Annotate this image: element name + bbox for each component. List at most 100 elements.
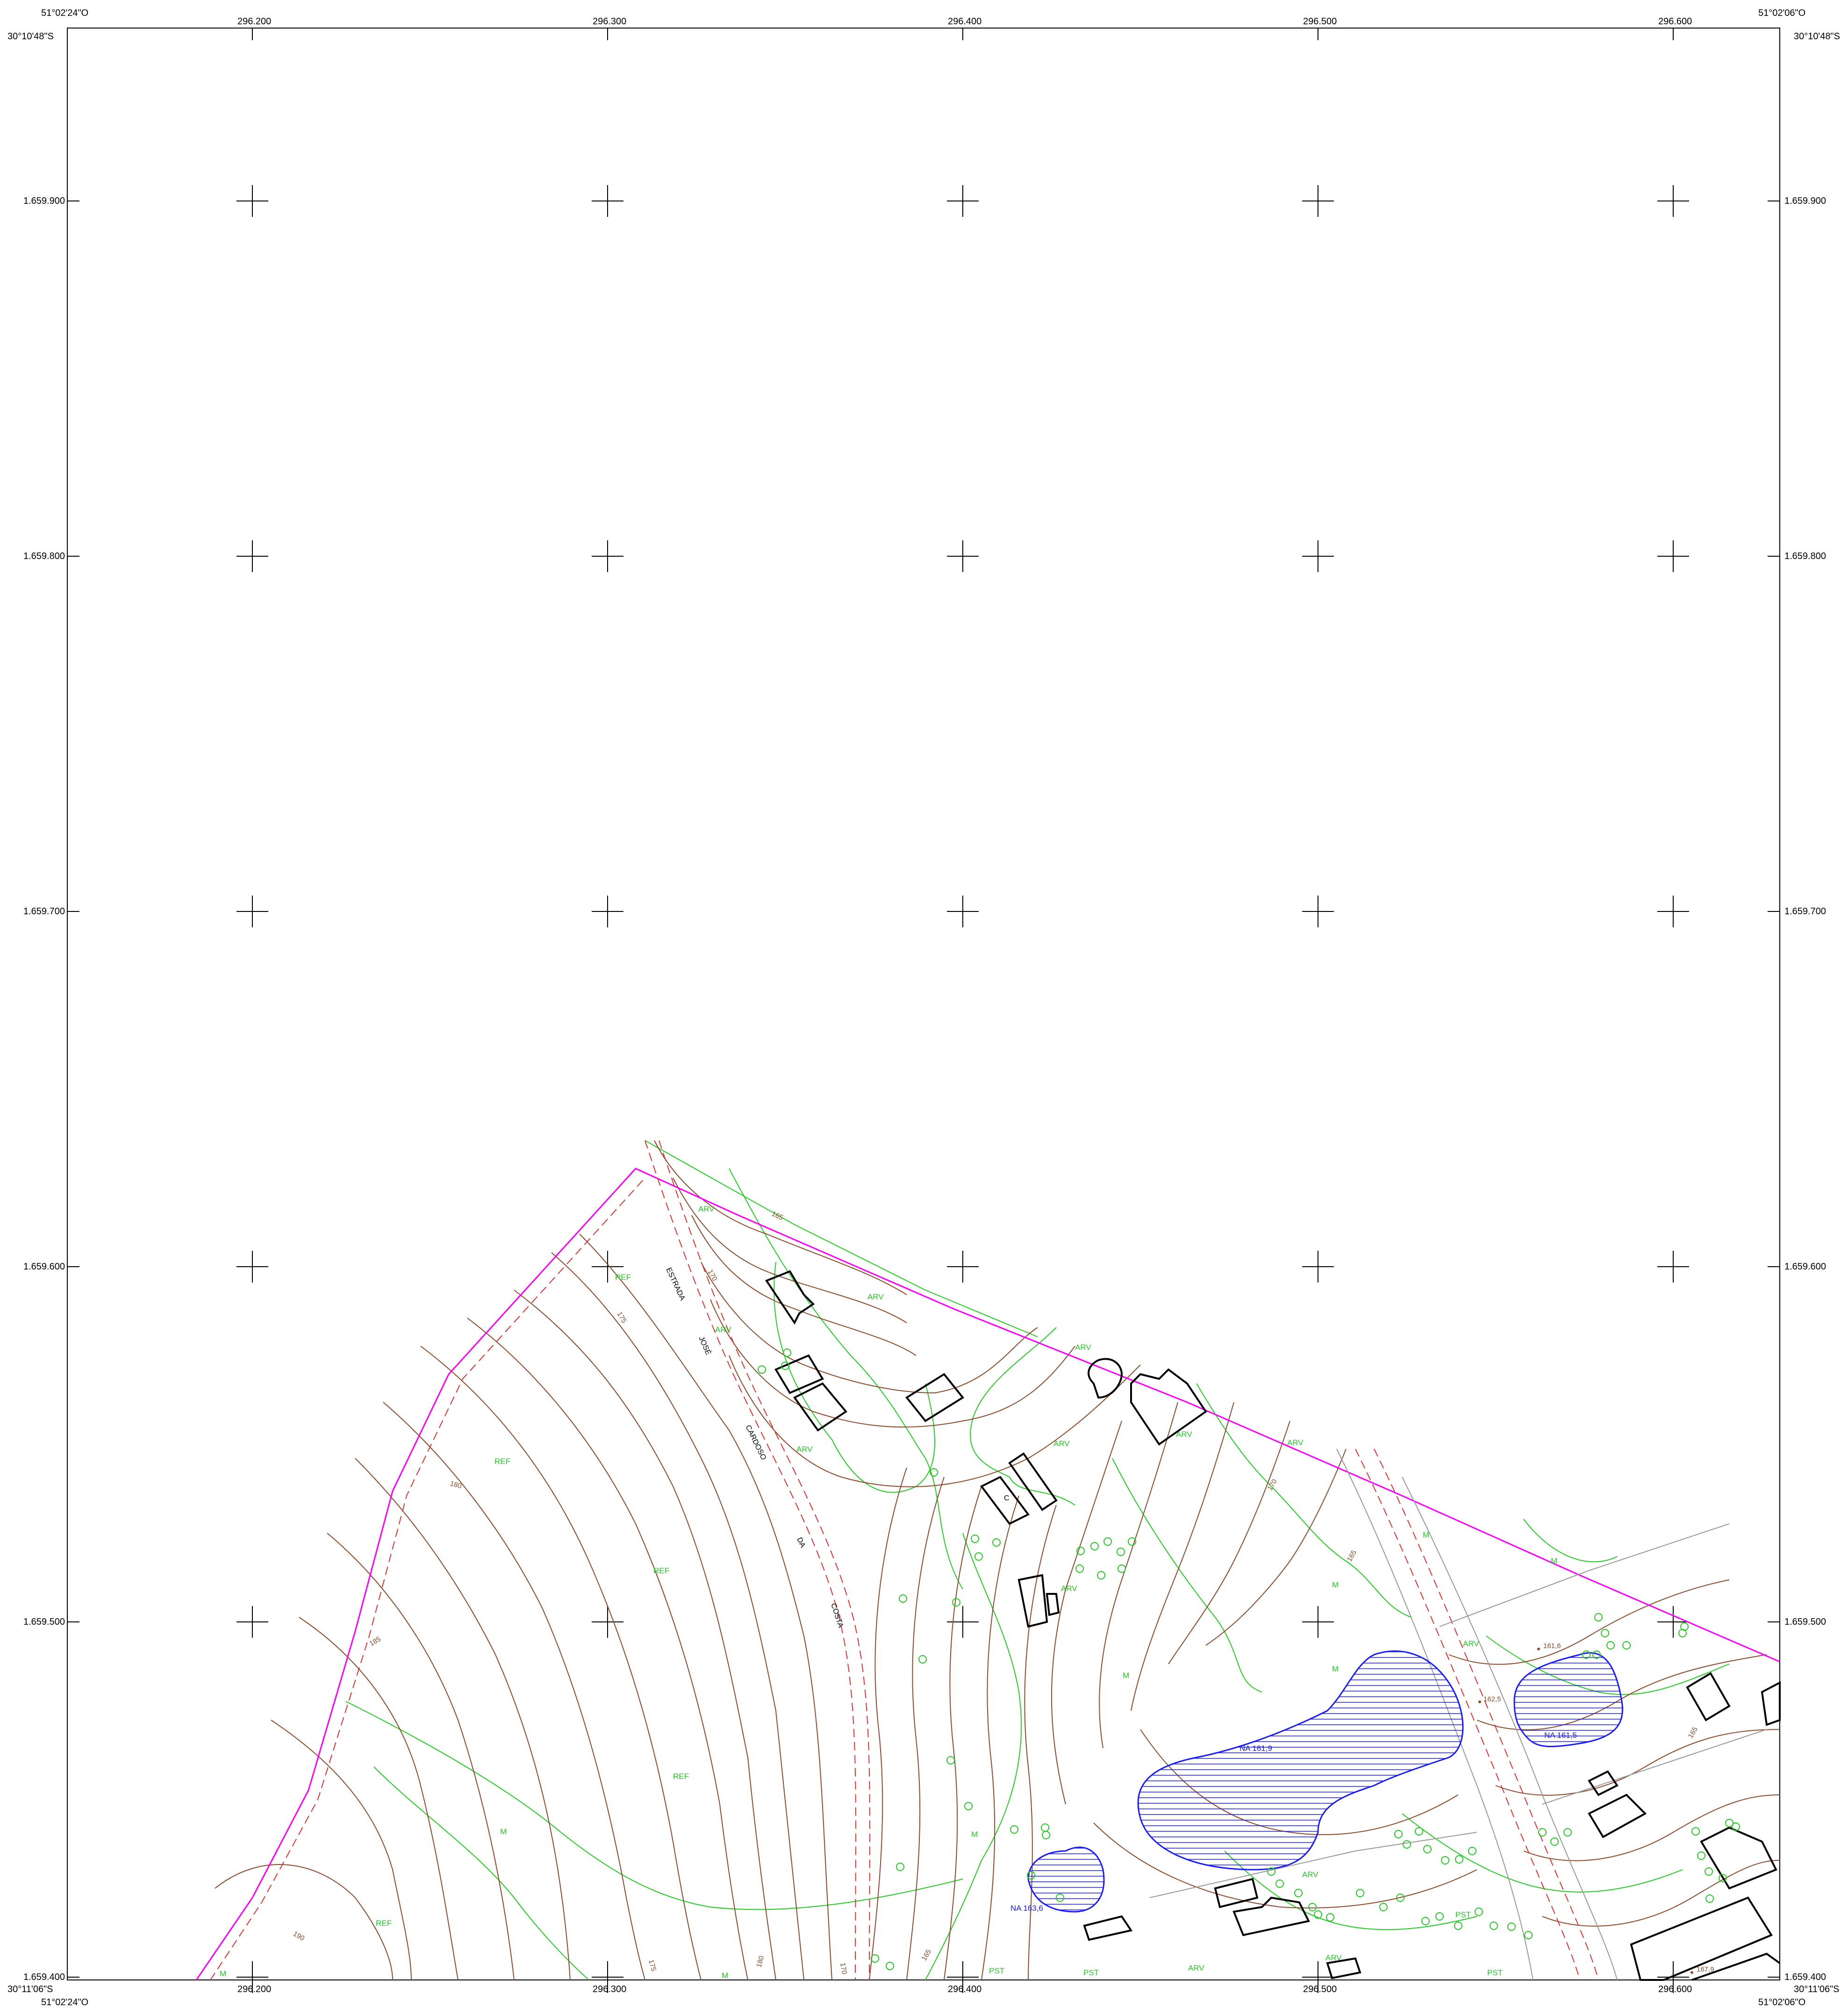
building — [1326, 1957, 1361, 1979]
contour-line — [1205, 1449, 1347, 1646]
contour-label: 185 — [368, 1635, 382, 1648]
tree-icon — [1090, 1542, 1099, 1550]
tree-icon — [1705, 1894, 1714, 1903]
buildings — [765, 1270, 1781, 1981]
tree-icon — [946, 1756, 955, 1764]
contour-line — [673, 1177, 907, 1323]
corner-bottom-right-lon: 51°02'06"O — [1758, 1997, 1805, 2008]
spot-height-label: 161,6 — [1543, 1642, 1561, 1650]
tree-icon — [1705, 1867, 1713, 1876]
tree-icon — [758, 1365, 766, 1374]
easting-label: 296.500 — [1303, 1984, 1337, 1994]
veg-label-arv: ARV — [796, 1445, 813, 1454]
corner-top-left-lon: 51°02'24"O — [41, 8, 88, 18]
corner-top-right-lon: 51°02'06"O — [1758, 8, 1805, 18]
northing-label: 1.659.500 — [1784, 1617, 1826, 1627]
tree-icon — [1507, 1922, 1516, 1931]
tree-icon — [1356, 1889, 1364, 1897]
tree-icon — [1455, 1855, 1463, 1864]
corner-bottom-left-lon: 51°02'24"O — [41, 1997, 88, 2008]
corner-bottom-right-lat: 30°11'06"S — [1794, 1984, 1840, 1994]
northing-label: 1.659.400 — [1784, 1972, 1826, 1982]
tree-icon — [1468, 1847, 1476, 1855]
spot-height-label: 162,5 — [1483, 1695, 1501, 1703]
contour-label: 180 — [449, 1479, 463, 1490]
contour-line — [654, 1140, 907, 1295]
veg-label-arv: ARV — [1053, 1439, 1070, 1448]
veg-label-arv: ARV — [1325, 1953, 1342, 1962]
northing-labels-right: 1.659.900 1.659.800 1.659.700 1.659.600 … — [1784, 196, 1826, 1982]
contour-line — [355, 1458, 571, 1980]
contour-line — [1051, 1420, 1122, 1805]
building — [1008, 1452, 1058, 1511]
building — [1761, 1681, 1781, 1726]
northing-labels-left: 1.659.900 1.659.800 1.659.700 1.659.600 … — [23, 196, 65, 1982]
road-name-part: JOSÉ — [697, 1335, 713, 1356]
tree-icon — [1076, 1547, 1085, 1555]
tree-icon — [1042, 1831, 1050, 1839]
tree-icon — [1719, 1874, 1727, 1882]
tree-icon — [1056, 1893, 1064, 1902]
tree-icon — [1326, 1913, 1334, 1922]
tree-icon — [1415, 1827, 1423, 1836]
tree-icon — [1117, 1548, 1125, 1556]
tree-icon — [1075, 1564, 1084, 1573]
building — [793, 1382, 847, 1432]
building — [1630, 1896, 1773, 1981]
tree-icon — [1691, 1827, 1700, 1836]
northing-label: 1.659.500 — [23, 1617, 65, 1627]
contour-label: 170 — [1266, 1478, 1279, 1492]
path-grey — [1439, 1523, 1730, 1627]
tree-icon — [1308, 1903, 1317, 1911]
veg-label-ref: REF — [494, 1457, 510, 1466]
tree-icon — [1678, 1629, 1687, 1637]
veg-label-pst: PST — [1455, 1910, 1471, 1919]
tree-icon — [1128, 1537, 1136, 1546]
vegetation-boundaries — [345, 1140, 1730, 1980]
tree-icon — [1314, 1910, 1322, 1919]
vegetation-line — [970, 1327, 1075, 1506]
easting-label: 296.200 — [237, 1984, 271, 1994]
contour-line — [701, 1262, 1038, 1394]
road-edge — [645, 1140, 857, 1980]
northing-label: 1.659.900 — [23, 196, 65, 206]
tree-icon — [1041, 1823, 1049, 1832]
easting-label: 296.600 — [1658, 1984, 1692, 1994]
northing-label: 1.659.700 — [23, 906, 65, 917]
road-name-part: ESTRADA — [664, 1267, 686, 1302]
tree-icon — [1403, 1840, 1411, 1849]
vegetation-labels: ARV REF ARV ARV ARV ARV ARV ARV ARV REF … — [220, 1205, 1557, 1980]
contour-line — [514, 1290, 776, 1980]
tree-icon — [1435, 1912, 1444, 1921]
veg-label-pst: PST — [989, 1966, 1004, 1975]
tree-icon — [1594, 1613, 1603, 1621]
vegetation-line — [1112, 1458, 1262, 1692]
building — [765, 1270, 815, 1325]
tree-icon — [1475, 1908, 1483, 1916]
building — [1088, 1358, 1123, 1399]
veg-label-m: M — [722, 1971, 728, 1980]
water-level-label: NA 161,5 — [1544, 1731, 1577, 1740]
tree-icon — [1275, 1879, 1284, 1888]
tree-icon — [899, 1594, 907, 1603]
tree-icon — [1267, 1867, 1275, 1876]
tree-icon — [930, 1468, 938, 1477]
northing-label: 1.659.600 — [23, 1262, 65, 1272]
northing-label: 1.659.800 — [23, 551, 65, 561]
contour-label: 165 — [920, 1948, 933, 1962]
building — [1083, 1915, 1133, 1941]
contour-line — [1131, 1402, 1234, 1711]
veg-label-arv: ARV — [1188, 1964, 1204, 1972]
easting-label: 296.400 — [948, 16, 981, 27]
road-parallel-lines — [1149, 1449, 1767, 1980]
contour-line — [467, 1318, 748, 1980]
contour-line — [729, 1355, 1141, 1487]
road-edge — [210, 1177, 645, 1980]
building — [774, 1354, 824, 1394]
road-edge — [1374, 1449, 1599, 1980]
pond-right — [1513, 1652, 1623, 1747]
tree-icon — [1606, 1641, 1615, 1649]
easting-labels-bottom: 296.200 296.300 296.400 296.500 296.600 — [237, 1984, 1692, 1994]
tree-icon — [1732, 1822, 1740, 1831]
